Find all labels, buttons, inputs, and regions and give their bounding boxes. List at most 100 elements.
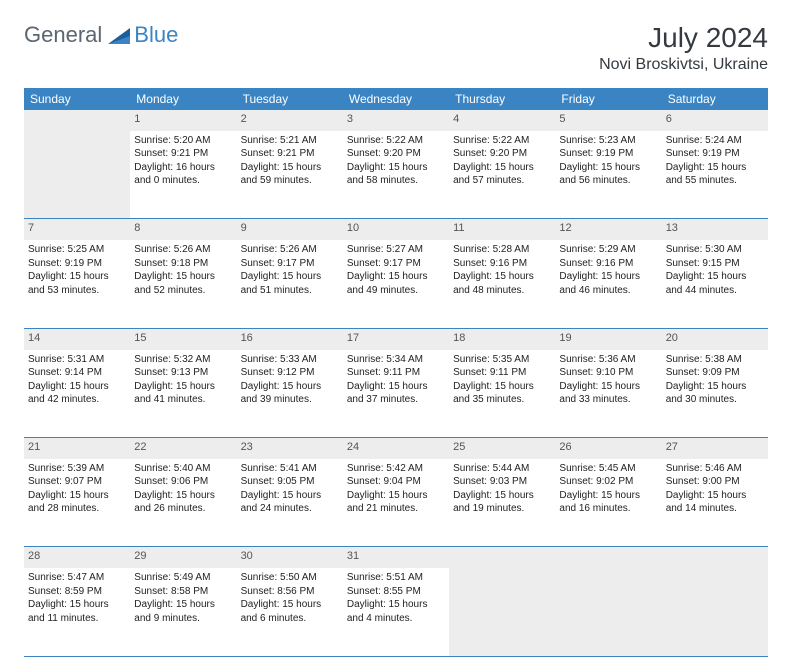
daynum-cell: 10 — [343, 219, 449, 240]
day-number: 19 — [559, 331, 657, 346]
daynum-cell: 5 — [555, 110, 661, 131]
day-cell: Sunrise: 5:28 AMSunset: 9:16 PMDaylight:… — [449, 240, 555, 328]
daynum-cell — [555, 547, 661, 568]
day-cell: Sunrise: 5:29 AMSunset: 9:16 PMDaylight:… — [555, 240, 661, 328]
sunrise-text: Sunrise: 5:40 AM — [134, 462, 232, 476]
day-cell: Sunrise: 5:51 AMSunset: 8:55 PMDaylight:… — [343, 568, 449, 656]
sunset-text: Sunset: 9:03 PM — [453, 475, 551, 489]
week-daynum-row: 28293031 — [24, 547, 768, 568]
sunrise-text: Sunrise: 5:23 AM — [559, 134, 657, 148]
day-cell: Sunrise: 5:22 AMSunset: 9:20 PMDaylight:… — [449, 131, 555, 219]
daylight-text: Daylight: 15 hours and 26 minutes. — [134, 489, 232, 516]
day-cell: Sunrise: 5:47 AMSunset: 8:59 PMDaylight:… — [24, 568, 130, 656]
day-number: 15 — [134, 331, 232, 346]
sunrise-text: Sunrise: 5:50 AM — [241, 571, 339, 585]
week-row: Sunrise: 5:31 AMSunset: 9:14 PMDaylight:… — [24, 350, 768, 438]
sunrise-text: Sunrise: 5:47 AM — [28, 571, 126, 585]
week-daynum-row: 21222324252627 — [24, 438, 768, 459]
sunset-text: Sunset: 8:56 PM — [241, 585, 339, 599]
day-number: 20 — [666, 331, 764, 346]
daylight-text: Daylight: 16 hours and 0 minutes. — [134, 161, 232, 188]
daynum-cell: 15 — [130, 328, 236, 349]
daynum-cell: 13 — [662, 219, 768, 240]
daynum-cell: 19 — [555, 328, 661, 349]
daylight-text: Daylight: 15 hours and 28 minutes. — [28, 489, 126, 516]
daynum-cell: 7 — [24, 219, 130, 240]
day-cell: Sunrise: 5:41 AMSunset: 9:05 PMDaylight:… — [237, 459, 343, 547]
daylight-text: Daylight: 15 hours and 53 minutes. — [28, 270, 126, 297]
sunset-text: Sunset: 9:14 PM — [28, 366, 126, 380]
day-cell: Sunrise: 5:35 AMSunset: 9:11 PMDaylight:… — [449, 350, 555, 438]
daynum-cell: 6 — [662, 110, 768, 131]
sunrise-text: Sunrise: 5:26 AM — [134, 243, 232, 257]
week-daynum-row: 123456 — [24, 110, 768, 131]
sunrise-text: Sunrise: 5:20 AM — [134, 134, 232, 148]
location-title: Novi Broskivtsi, Ukraine — [599, 56, 768, 74]
daylight-text: Daylight: 15 hours and 51 minutes. — [241, 270, 339, 297]
daylight-text: Daylight: 15 hours and 52 minutes. — [134, 270, 232, 297]
daylight-text: Daylight: 15 hours and 59 minutes. — [241, 161, 339, 188]
daynum-cell: 28 — [24, 547, 130, 568]
daynum-cell: 17 — [343, 328, 449, 349]
daynum-cell — [449, 547, 555, 568]
daynum-cell: 14 — [24, 328, 130, 349]
weekday-header: Friday — [555, 88, 661, 110]
daynum-cell: 11 — [449, 219, 555, 240]
day-cell — [24, 131, 130, 219]
day-number: 9 — [241, 221, 339, 236]
sunset-text: Sunset: 9:19 PM — [28, 257, 126, 271]
sunrise-text: Sunrise: 5:39 AM — [28, 462, 126, 476]
sunrise-text: Sunrise: 5:22 AM — [347, 134, 445, 148]
sunset-text: Sunset: 9:18 PM — [134, 257, 232, 271]
sunset-text: Sunset: 9:05 PM — [241, 475, 339, 489]
sunset-text: Sunset: 9:21 PM — [134, 147, 232, 161]
week-row: Sunrise: 5:47 AMSunset: 8:59 PMDaylight:… — [24, 568, 768, 656]
weekday-header: Wednesday — [343, 88, 449, 110]
day-number: 23 — [241, 440, 339, 455]
day-number: 10 — [347, 221, 445, 236]
sunrise-text: Sunrise: 5:44 AM — [453, 462, 551, 476]
logo-text-general: General — [24, 22, 102, 48]
week-daynum-row: 78910111213 — [24, 219, 768, 240]
daynum-cell: 25 — [449, 438, 555, 459]
sunset-text: Sunset: 9:11 PM — [347, 366, 445, 380]
sunset-text: Sunset: 9:19 PM — [559, 147, 657, 161]
daynum-cell: 26 — [555, 438, 661, 459]
day-number: 29 — [134, 549, 232, 564]
daynum-cell: 21 — [24, 438, 130, 459]
day-cell: Sunrise: 5:31 AMSunset: 9:14 PMDaylight:… — [24, 350, 130, 438]
sunset-text: Sunset: 9:09 PM — [666, 366, 764, 380]
daylight-text: Daylight: 15 hours and 37 minutes. — [347, 380, 445, 407]
daynum-cell — [662, 547, 768, 568]
day-number: 4 — [453, 112, 551, 127]
daylight-text: Daylight: 15 hours and 33 minutes. — [559, 380, 657, 407]
day-cell: Sunrise: 5:25 AMSunset: 9:19 PMDaylight:… — [24, 240, 130, 328]
day-cell: Sunrise: 5:24 AMSunset: 9:19 PMDaylight:… — [662, 131, 768, 219]
week-daynum-row: 14151617181920 — [24, 328, 768, 349]
sunset-text: Sunset: 9:21 PM — [241, 147, 339, 161]
day-cell: Sunrise: 5:45 AMSunset: 9:02 PMDaylight:… — [555, 459, 661, 547]
day-cell: Sunrise: 5:38 AMSunset: 9:09 PMDaylight:… — [662, 350, 768, 438]
day-number: 11 — [453, 221, 551, 236]
sunset-text: Sunset: 9:11 PM — [453, 366, 551, 380]
day-cell: Sunrise: 5:34 AMSunset: 9:11 PMDaylight:… — [343, 350, 449, 438]
sunset-text: Sunset: 9:19 PM — [666, 147, 764, 161]
day-number: 6 — [666, 112, 764, 127]
day-number: 22 — [134, 440, 232, 455]
day-cell: Sunrise: 5:49 AMSunset: 8:58 PMDaylight:… — [130, 568, 236, 656]
day-cell: Sunrise: 5:27 AMSunset: 9:17 PMDaylight:… — [343, 240, 449, 328]
daynum-cell: 1 — [130, 110, 236, 131]
daylight-text: Daylight: 15 hours and 19 minutes. — [453, 489, 551, 516]
daylight-text: Daylight: 15 hours and 16 minutes. — [559, 489, 657, 516]
day-number: 16 — [241, 331, 339, 346]
day-number: 13 — [666, 221, 764, 236]
sunrise-text: Sunrise: 5:24 AM — [666, 134, 764, 148]
calendar-table: SundayMondayTuesdayWednesdayThursdayFrid… — [24, 88, 768, 657]
sunrise-text: Sunrise: 5:33 AM — [241, 353, 339, 367]
daylight-text: Daylight: 15 hours and 56 minutes. — [559, 161, 657, 188]
day-cell: Sunrise: 5:33 AMSunset: 9:12 PMDaylight:… — [237, 350, 343, 438]
sunrise-text: Sunrise: 5:30 AM — [666, 243, 764, 257]
daynum-cell: 3 — [343, 110, 449, 131]
weekday-header: Monday — [130, 88, 236, 110]
weekday-header: Saturday — [662, 88, 768, 110]
